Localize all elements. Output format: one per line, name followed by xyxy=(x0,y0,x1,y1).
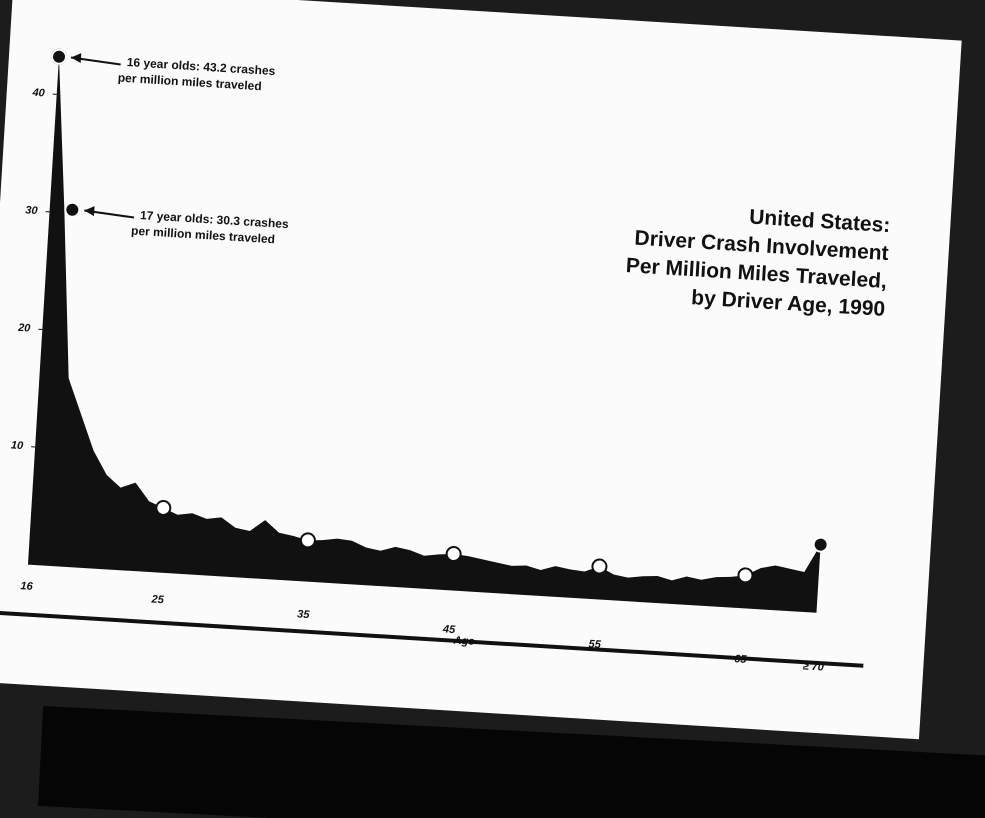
y-tick-label: 30 xyxy=(25,204,39,217)
paper-sheet xyxy=(0,0,962,740)
x-tick-label: 45 xyxy=(442,623,457,636)
point-marker xyxy=(737,567,754,584)
x-tick-label: 35 xyxy=(297,608,311,621)
paper: United States: Driver Crash Involvement … xyxy=(0,0,962,740)
area xyxy=(27,56,821,613)
point-marker xyxy=(812,536,829,553)
y-tick-label: 10 xyxy=(11,439,25,452)
point-marker xyxy=(64,201,81,218)
x-tick-label: ≥ 70 xyxy=(802,660,825,673)
photo-shadow xyxy=(38,705,985,818)
point-marker xyxy=(445,546,462,563)
x-tick-label: 65 xyxy=(734,653,748,666)
paper-edge-line xyxy=(0,609,864,668)
arrow-head xyxy=(70,53,82,64)
x-axis-label: Age xyxy=(452,635,474,648)
point-marker xyxy=(51,48,68,65)
point-marker xyxy=(591,558,608,575)
x-tick-label: 25 xyxy=(150,593,165,606)
y-tick-label: 40 xyxy=(31,87,46,100)
arrow-head xyxy=(84,206,95,217)
y-tick-label: 20 xyxy=(17,322,32,335)
point-marker xyxy=(155,499,172,516)
x-tick-label: 16 xyxy=(20,580,34,593)
point-marker xyxy=(299,532,316,549)
x-tick-label: 55 xyxy=(588,638,602,651)
